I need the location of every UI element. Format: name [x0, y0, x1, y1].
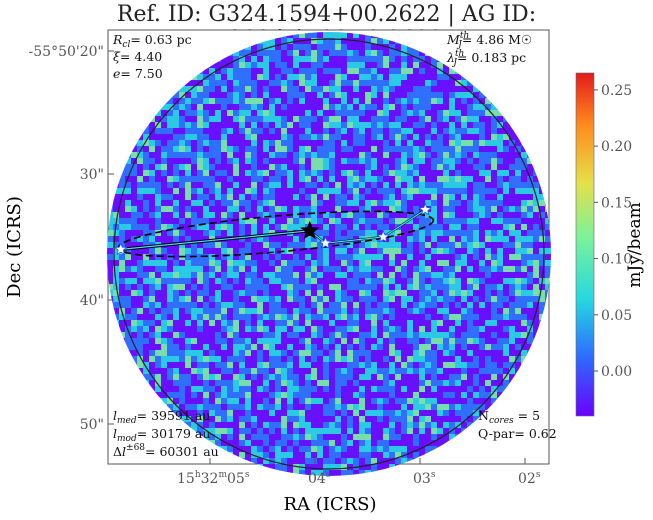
annotation-top-right: Mth J= 4.86 M☉ λth J= 0.183 pc — [446, 31, 532, 68]
annotation-bottom-right: Ncores = 5 Q-par= 0.62 — [478, 408, 557, 441]
core-marker — [113, 242, 128, 256]
colorbar — [575, 72, 595, 417]
svg-text:Δl±68= 60301 au: Δl±68= 60301 au — [113, 443, 219, 459]
svg-text:Q-par= 0.62: Q-par= 0.62 — [478, 426, 557, 441]
colorbar-tick-label: 0.20 — [601, 139, 632, 155]
x-axis-label: RA (ICRS) — [283, 494, 376, 515]
colorbar-ticks: 0.25 0.20 0.15 0.10 0.05 0.00 — [594, 83, 632, 380]
x-axis: 15h32m05s 04s 03s 02s — [177, 470, 541, 487]
colorbar-tick-label: 0.05 — [601, 308, 632, 324]
rcl-value: 0.63 pc — [145, 32, 192, 47]
y-tick-label-0: -55°50'20" — [29, 44, 104, 60]
colorbar-tick-label: 0.10 — [601, 252, 632, 268]
annotation-bottom-left: lmed= 39591 au lmod= 30179 au Δl±68= 603… — [113, 408, 219, 459]
x-tick-label-2: 03s — [413, 470, 436, 487]
core-markers — [113, 202, 432, 256]
colorbar-tick-label: 0.15 — [601, 195, 632, 211]
svg-text:lmed= 39591 au: lmed= 39591 au — [113, 408, 210, 426]
mst-edge — [325, 236, 384, 244]
beam-circle — [113, 38, 545, 470]
xi-value: 4.40 — [134, 49, 162, 64]
svg-text:lmod= 30179 au: lmod= 30179 au — [113, 426, 210, 444]
core-marker — [418, 202, 432, 216]
colorbar-tick-label: 0.25 — [601, 83, 632, 99]
lmod-value: 30179 au — [151, 426, 210, 441]
svg-text:e= 7.50: e= 7.50 — [113, 66, 163, 81]
jeans-length-value: 0.183 pc — [471, 50, 526, 65]
jeans-mass-value: 4.86 M☉ — [476, 32, 532, 47]
lmed-value: 39591 au — [151, 408, 210, 423]
x-tick-label-0: 15h32m05s — [177, 470, 250, 487]
mst-edge — [382, 209, 426, 238]
e-value: 7.50 — [135, 66, 163, 81]
delta-l-value: 60301 au — [159, 444, 218, 459]
mst-edges — [120, 208, 426, 251]
ncores-value: 5 — [532, 408, 540, 423]
svg-text:ξ= 4.40: ξ= 4.40 — [113, 49, 162, 64]
annotation-top-left: Rcl= 0.63 pc ξ= 4.40 e= 7.50 — [112, 32, 192, 81]
mst-edge — [120, 230, 310, 250]
core-marker — [300, 220, 320, 239]
x-tick-label-3: 02s — [518, 470, 541, 487]
svg-text:Rcl= 0.63 pc: Rcl= 0.63 pc — [112, 32, 192, 50]
core-marker — [376, 229, 391, 243]
x-tick-label-1: 04s — [308, 470, 331, 487]
svg-text:Ncores = 5: Ncores = 5 — [478, 408, 540, 426]
colorbar-label: mJy/beam — [625, 202, 645, 287]
y-tick-label-3: 50" — [80, 417, 104, 433]
emission-map — [107, 32, 551, 476]
colorbar-tick-label: 0.00 — [601, 364, 632, 380]
core-marker — [318, 236, 333, 249]
qpar-value: 0.62 — [529, 426, 557, 441]
y-axis: -55°50'20" 30" 40" 50" — [29, 44, 104, 433]
y-axis-label: Dec (ICRS) — [4, 196, 25, 298]
y-tick-label-1: 30" — [80, 167, 104, 183]
y-tick-label-2: 40" — [80, 293, 104, 309]
